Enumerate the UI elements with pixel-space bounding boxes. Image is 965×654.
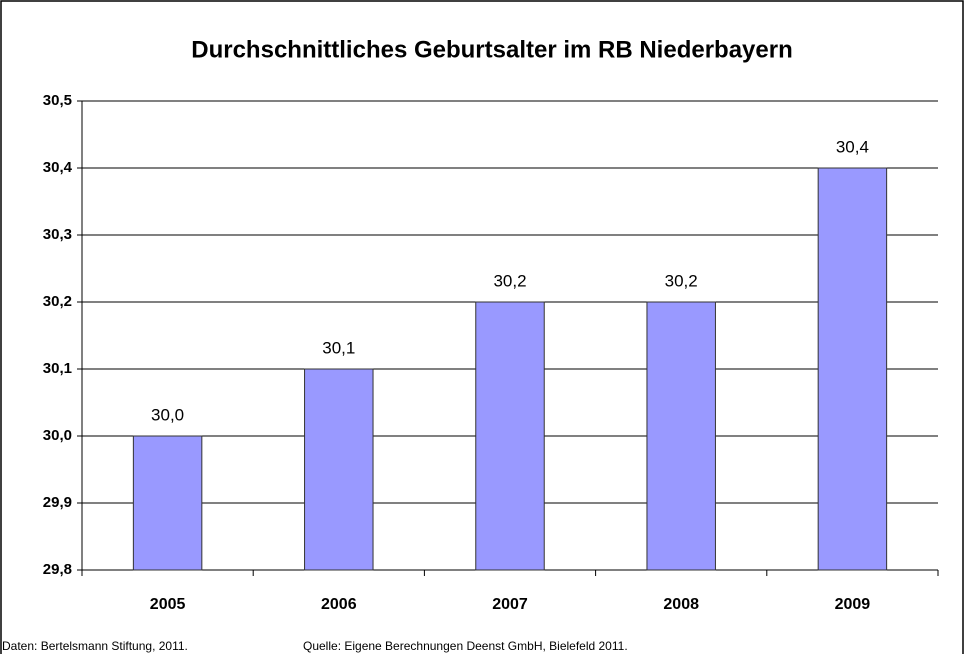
bar (475, 301, 545, 571)
data-label: 30,4 (836, 137, 869, 156)
x-tick-label: 2005 (150, 596, 186, 613)
footnote: Daten: Bertelsmann Stiftung, 2011. (2, 639, 188, 653)
x-tick-label: 2007 (492, 596, 528, 613)
footnote: Quelle: Eigene Berechnungen Deenst GmbH,… (303, 639, 628, 653)
y-tick-label: 30,1 (43, 360, 72, 377)
data-label: 30,2 (493, 271, 526, 290)
bar (304, 368, 374, 571)
data-label: 30,2 (665, 271, 698, 290)
y-tick-label: 30,5 (43, 92, 72, 109)
x-tick-label: 2008 (663, 596, 699, 613)
y-tick-label: 30,0 (43, 427, 72, 444)
x-tick-label: 2009 (835, 596, 871, 613)
bar (646, 301, 716, 571)
y-tick-label: 30,4 (43, 159, 73, 176)
x-tick-label: 2006 (321, 596, 357, 613)
y-tick-label: 30,3 (43, 226, 72, 243)
y-tick-label: 30,2 (43, 293, 72, 310)
data-label: 30,1 (322, 338, 355, 357)
bar (132, 435, 203, 571)
chart-title: Durchschnittliches Geburtsalter im RB Ni… (191, 36, 793, 63)
y-tick-label: 29,9 (43, 494, 72, 511)
y-tick-label: 29,8 (43, 561, 72, 578)
bar (817, 167, 888, 571)
data-label: 30,0 (151, 405, 184, 424)
